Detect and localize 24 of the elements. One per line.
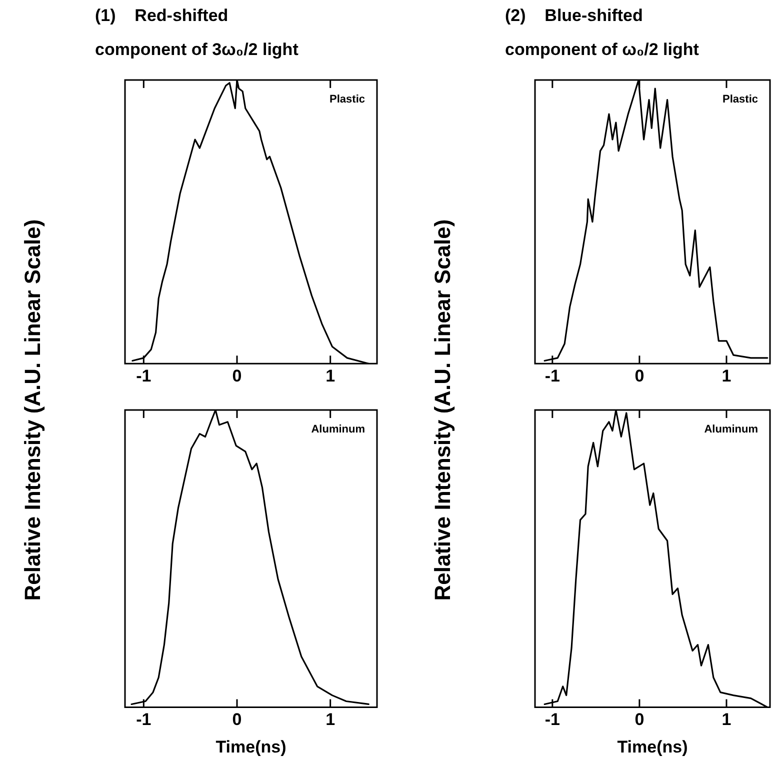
chart-subtitle: component of ω₀/2 light <box>505 40 699 60</box>
x-axis-title: Time(ns) <box>617 737 688 756</box>
y-axis-title: Relative Intensity (A.U. Linear Scale) <box>430 218 456 603</box>
chart-subtitle: component of 3ω₀/2 light <box>95 40 298 60</box>
x-tick-label: 1 <box>326 366 336 386</box>
x-tick-label: 1 <box>326 710 336 730</box>
annotation: Aluminum <box>704 424 758 436</box>
x-tick-label: 0 <box>634 710 644 730</box>
x-tick-label: 1 <box>722 710 732 730</box>
x-tick-label: -1 <box>544 710 560 730</box>
chart-title: (1) Red-shifted <box>95 6 228 26</box>
x-tick-label: 0 <box>232 710 242 730</box>
annotation: Aluminum <box>311 424 366 436</box>
chart-title: (2) Blue-shifted <box>505 6 643 26</box>
x-tick-label: -1 <box>136 366 152 386</box>
y-axis-title: Relative Intensity (A.U. Linear Scale) <box>20 218 46 603</box>
annotation: Plastic <box>722 94 758 106</box>
annotation: Plastic <box>330 94 365 106</box>
x-tick-label: 0 <box>232 366 242 386</box>
x-tick-label: 0 <box>634 366 644 386</box>
x-tick-label: -1 <box>136 710 152 730</box>
x-tick-label: 1 <box>722 366 732 386</box>
x-axis-title: Time(ns) <box>216 737 286 756</box>
x-tick-label: -1 <box>544 366 560 386</box>
